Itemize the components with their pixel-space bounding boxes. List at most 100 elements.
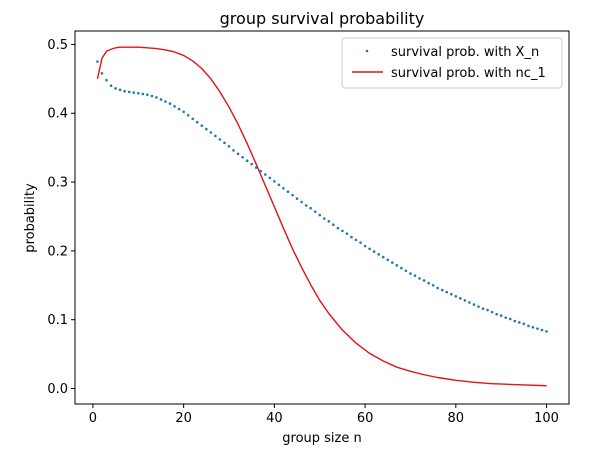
scatter-point <box>146 93 149 96</box>
scatter-point <box>205 127 208 131</box>
scatter-point <box>350 235 353 239</box>
scatter-point <box>508 317 512 321</box>
scatter-point <box>336 226 340 230</box>
scatter-point <box>223 141 226 145</box>
x-tick-label: 40 <box>266 411 283 426</box>
scatter-point <box>477 305 480 308</box>
scatter-point <box>536 327 539 330</box>
scatter-point <box>241 155 244 159</box>
scatter-point <box>395 264 399 267</box>
scatter-point <box>372 250 376 253</box>
scatter-point <box>268 176 272 180</box>
scatter-point <box>363 244 367 248</box>
legend-scatter-dot <box>365 49 369 53</box>
scatter-point <box>309 206 312 210</box>
scatter-point <box>155 96 158 99</box>
scatter-point <box>254 166 258 169</box>
scatter-point <box>295 197 299 200</box>
scatter-point <box>195 120 199 124</box>
scatter-point <box>359 241 362 244</box>
scatter-point <box>150 94 154 98</box>
scatter-point <box>300 200 303 204</box>
scatter-point <box>413 274 417 277</box>
scatter-point <box>341 229 344 233</box>
scatter-point <box>250 162 253 166</box>
scatter-point <box>368 247 371 251</box>
scatter-point <box>109 84 113 88</box>
scatter-point <box>100 72 104 75</box>
scatter-point <box>381 255 385 259</box>
x-tick-label: 60 <box>357 411 374 426</box>
scatter-point <box>209 131 213 134</box>
scatter-point <box>322 217 326 220</box>
scatter-point <box>218 138 222 141</box>
scatter-point <box>391 261 394 264</box>
legend-label-line: survival prob. with nc_1 <box>391 66 546 81</box>
legend-box <box>341 37 563 89</box>
scatter-point <box>454 295 458 298</box>
scatter-point <box>114 87 117 90</box>
scatter-point <box>186 114 190 117</box>
legend-label-scatter: survival prob. with X_n <box>391 45 539 60</box>
scatter-point <box>132 91 136 94</box>
scatter-point <box>377 253 381 256</box>
scatter-point <box>127 90 131 94</box>
scatter-point <box>440 288 444 292</box>
plot-marks <box>96 46 548 387</box>
scatter-point <box>313 210 317 213</box>
scatter-point <box>164 100 167 103</box>
legend: survival prob. with X_n survival prob. w… <box>341 37 563 89</box>
scatter-point <box>327 219 331 223</box>
scatter-point <box>495 312 498 316</box>
scatter-point <box>304 204 308 207</box>
scatter-point <box>168 102 172 105</box>
scatter-point <box>277 183 281 187</box>
x-tick-label: 80 <box>448 411 465 426</box>
scatter-point <box>459 297 462 300</box>
scatter-point <box>214 134 217 138</box>
scatter-point <box>259 169 263 173</box>
x-tick-label: 0 <box>89 411 97 426</box>
scatter-point <box>273 180 276 183</box>
scatter-point <box>236 152 240 156</box>
scatter-point <box>499 314 503 317</box>
y-tick-label: 0.1 <box>47 313 68 328</box>
x-tick-label: 20 <box>175 411 192 426</box>
scatter-point <box>386 258 390 262</box>
scatter-point <box>531 325 535 329</box>
scatter-point <box>486 308 489 312</box>
scatter-point <box>96 60 99 63</box>
y-tick-label: 0.2 <box>47 244 68 259</box>
scatter-point <box>504 316 508 319</box>
scatter-point <box>527 324 530 328</box>
scatter-point <box>136 91 140 95</box>
scatter-point <box>245 159 249 163</box>
x-axis: 0 20 40 60 80 100 <box>89 404 559 426</box>
scatter-point <box>182 110 185 114</box>
y-axis: 0.0 0.1 0.2 0.3 0.4 0.5 <box>47 38 75 397</box>
scatter-point <box>173 105 176 108</box>
scatter-point <box>490 310 494 314</box>
scatter-point <box>264 173 267 176</box>
scatter-point <box>118 88 122 92</box>
scatter-point <box>345 232 349 235</box>
scatter-point <box>431 283 435 287</box>
scatter-point <box>200 124 204 127</box>
scatter-point <box>123 89 126 93</box>
legend-marker-scatter <box>365 49 369 53</box>
scatter-point <box>522 322 526 326</box>
scatter-point <box>232 149 235 152</box>
scatter-point <box>427 281 430 285</box>
scatter-point <box>513 319 517 323</box>
scatter-point <box>159 98 163 101</box>
scatter-point <box>449 292 453 296</box>
scatter-point <box>318 213 322 217</box>
y-tick-label: 0.5 <box>47 38 68 53</box>
plot-frame <box>74 30 570 405</box>
y-tick-label: 0.0 <box>47 382 68 397</box>
scatter-point <box>141 92 145 96</box>
scatter-point <box>286 190 290 193</box>
scatter-point <box>445 290 449 294</box>
scatter-point <box>472 303 476 306</box>
